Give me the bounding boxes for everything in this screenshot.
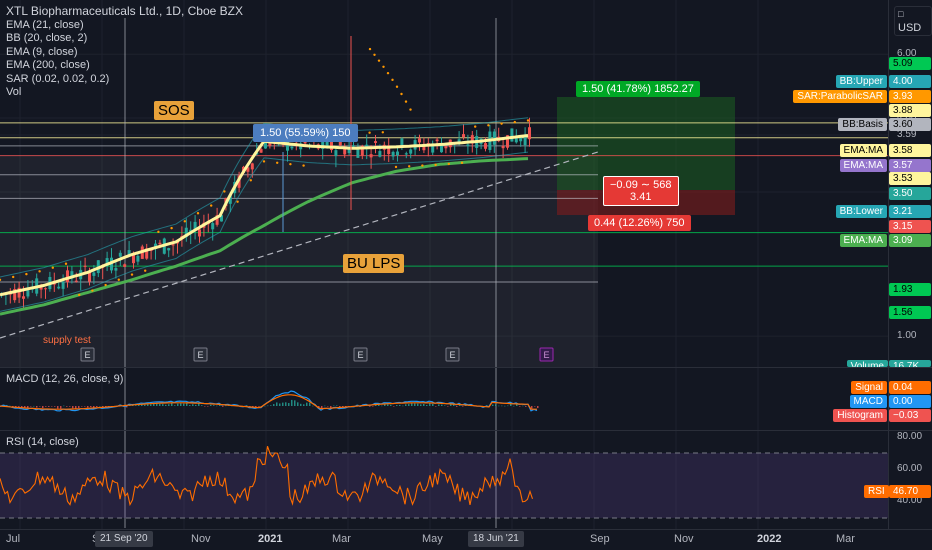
lock-icon: □ [898, 9, 904, 19]
stop-label: 0.44 (12.26%) 750 [588, 215, 691, 231]
axis-value-tag: 3.15 [889, 220, 931, 233]
time-tick-7: Nov [674, 533, 694, 545]
position-mid-label: −0.09 ∼ 568 3.41 [603, 176, 679, 206]
axis-value-tag: 3.53 [889, 172, 931, 185]
bu-lps-label: BU LPS [343, 254, 405, 273]
axis-name-tag: BB:Basis [838, 118, 887, 131]
axis-value-tag: 3.58 [889, 144, 931, 157]
signal-line [0, 394, 537, 410]
macd-value-tag: 0.04 [889, 381, 931, 394]
indicator-ema9[interactable]: EMA (9, close) [6, 45, 78, 58]
horizontal-levels [0, 122, 888, 283]
axis-value-tag: 3.50 [889, 187, 931, 200]
axis-name-tag: BB:Lower [835, 205, 887, 218]
target-label: 1.50 (41.78%) 1852.27 [576, 81, 700, 97]
macd-value-tag: 0.00 [889, 395, 931, 408]
axis-value-tag: 3.09 [889, 234, 931, 247]
macd-line [0, 390, 538, 412]
svg-text:E: E [357, 350, 363, 360]
time-tick-3: 2021 [258, 533, 283, 545]
rsi-legend: RSI (14, close) [6, 436, 79, 448]
rsi-band [0, 453, 888, 518]
earnings-marker[interactable] [353, 347, 368, 362]
earnings-markers: E E E E E [80, 347, 554, 362]
sos-label: SOS [154, 101, 194, 120]
bb-upper-line [0, 117, 529, 278]
axis-name-tag: EMA:MA [839, 234, 887, 247]
axis-value-tag: 4.00 [889, 75, 931, 88]
indicator-ema21[interactable]: EMA (21, close) [6, 18, 84, 31]
price-grid [0, 0, 888, 530]
rsi-line [0, 446, 534, 507]
rsi-tick: 60.00 [897, 463, 923, 474]
time-tick-6: Sep [590, 533, 610, 545]
earnings-marker-upcoming[interactable] [539, 347, 554, 362]
macd-value-tag: −0.03 [889, 409, 931, 422]
time-tick-8: 2022 [757, 533, 782, 545]
svg-text:E: E [84, 350, 90, 360]
macd-legend: MACD (12, 26, close, 9) [6, 373, 124, 385]
axis-value-tag: 1.93 [889, 283, 931, 296]
axis-value-tag: 3.93 [889, 90, 931, 103]
indicator-sar[interactable]: SAR (0.02, 0.02, 0.2) [6, 72, 110, 85]
trend-line [0, 151, 599, 339]
svg-text:E: E [197, 350, 203, 360]
time-tick-0: Jul [6, 533, 21, 545]
price-tick-0: 6.00 [897, 48, 917, 60]
time-marker-jun-2021: 18 Jun '21 [468, 531, 524, 547]
chart-title: XTL Biopharmaceuticals Ltd., 1D, Cboe BZ… [6, 4, 243, 18]
axis-value-tag: 5.09 [889, 57, 931, 70]
currency-button[interactable]: □ USD [894, 6, 932, 36]
axis-name-tag: SAR:ParabolicSAR [793, 90, 887, 103]
macd-name-tag: MACD [849, 395, 887, 408]
macd-name-tag: Signal [851, 381, 887, 394]
axis-value-tag: 3.88 [889, 104, 931, 117]
axis-name-tag: EMA:MA [839, 159, 887, 172]
price-tick-4: 1.00 [897, 330, 917, 342]
svg-text:E: E [543, 350, 549, 360]
axis-name-tag: BB:Upper [835, 75, 887, 88]
supply-test-label: supply test [43, 335, 91, 346]
axis-value-tag: 1.56 [889, 306, 931, 319]
rsi-name-tag: RSI [864, 485, 889, 498]
indicator-volume[interactable]: Vol [6, 86, 22, 98]
time-tick-4: Mar [332, 533, 351, 545]
macd-name-tag: Histogram [833, 409, 887, 422]
earnings-marker[interactable] [193, 347, 208, 362]
time-tick-9: Mar [836, 533, 855, 545]
axis-name-tag: EMA:MA [839, 144, 887, 157]
earnings-marker[interactable] [80, 347, 95, 362]
ema-200-line [0, 157, 529, 316]
indicator-ema200[interactable]: EMA (200, close) [6, 59, 90, 71]
time-marker-sep-2020: 21 Sep '20 [95, 531, 153, 547]
indicator-bb[interactable]: BB (20, close, 2) [6, 32, 88, 44]
rsi-tick: 40.00 [897, 495, 923, 506]
time-tick-2: Nov [191, 533, 211, 545]
rsi-tick: 80.00 [897, 431, 923, 442]
svg-text:E: E [449, 350, 455, 360]
bb-lower-line [0, 151, 529, 312]
time-tick-5: May [422, 533, 443, 545]
price-tick-1: 4.00 [897, 112, 916, 123]
volume-name-tag: Volume [846, 360, 888, 367]
axis-value-tag: 3.21 [889, 205, 931, 218]
volume-value-tag: 16.7K [889, 360, 931, 367]
measure-top-label: 1.50 (55.59%) 150 [253, 124, 358, 142]
axis-value-tag: 3.57 [889, 159, 931, 172]
price-tick-2: 3.59 [897, 129, 917, 141]
chart-legend: XTL Biopharmaceuticals Ltd., 1D, Cboe BZ… [6, 4, 243, 100]
rsi-value-tag: 46.70 [889, 485, 931, 498]
earnings-marker[interactable] [445, 347, 460, 362]
axis-value-tag: 3.60 [889, 118, 931, 131]
